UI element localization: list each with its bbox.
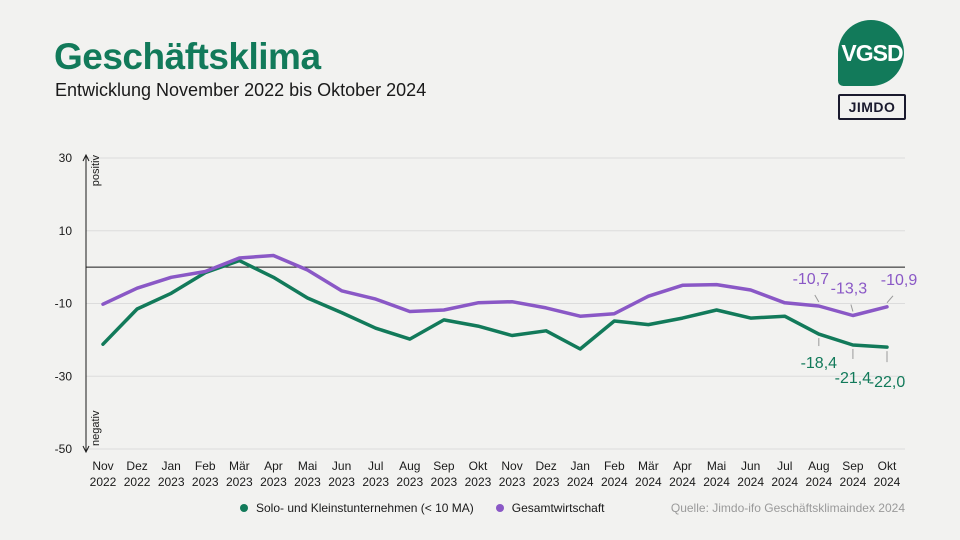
vgsd-logo-text: VGSD (841, 40, 903, 66)
series-line-gesamt (101, 253, 889, 318)
jimdo-logo: JIMDO (838, 94, 906, 120)
x-tick-year: 2022 (124, 475, 151, 489)
y-tick-label: 30 (59, 151, 73, 165)
y-axis-arrow-up (82, 153, 90, 162)
x-tick-month: Aug (808, 459, 829, 473)
legend-item-gesamt: Gesamtwirtschaft (495, 501, 605, 515)
x-tick-month: Jan (571, 459, 590, 473)
chart-subtitle: Entwicklung November 2022 bis Oktober 20… (55, 80, 427, 100)
x-tick-month: Apr (264, 459, 283, 473)
x-tick-month: Nov (501, 459, 522, 473)
legend-label-gesamt: Gesamtwirtschaft (511, 501, 605, 515)
x-tick-month: Jun (332, 459, 351, 473)
x-tick-year: 2024 (737, 475, 764, 489)
legend-label-solo: Solo- und Kleinstunternehmen (< 10 MA) (256, 501, 474, 515)
x-tick-month: Mai (298, 459, 317, 473)
x-tick-month: Jun (741, 459, 760, 473)
x-tick-year: 2023 (158, 475, 185, 489)
data-label-gesamt: -10,9 (881, 272, 918, 289)
data-label-leader (886, 295, 894, 304)
x-tick-year: 2023 (192, 475, 219, 489)
x-tick-month: Jul (777, 459, 792, 473)
x-tick-month: Aug (399, 459, 420, 473)
x-tick-year: 2024 (771, 475, 798, 489)
y-tick-label: -50 (55, 442, 73, 456)
vgsd-logo: VGSD (838, 20, 906, 88)
data-label-gesamt: -13,3 (831, 281, 868, 298)
x-tick-year: 2023 (260, 475, 287, 489)
x-tick-year: 2024 (703, 475, 730, 489)
x-tick-year: 2024 (601, 475, 628, 489)
y-axis-positive-label: positiv (90, 155, 102, 187)
x-tick-month: Okt (878, 459, 897, 473)
x-tick-month: Jan (161, 459, 180, 473)
y-axis-negative-label: negativ (90, 410, 102, 446)
x-tick-month: Dez (535, 459, 556, 473)
x-tick-year: 2023 (465, 475, 492, 489)
chart-title: Geschäftsklima (54, 36, 321, 77)
x-tick-month: Mär (638, 459, 659, 473)
x-tick-year: 2023 (294, 475, 321, 489)
data-label-solo: -22,0 (869, 374, 906, 391)
y-tick-label: 10 (59, 224, 73, 238)
chart-legend: Solo- und Kleinstunternehmen (< 10 MA) G… (240, 501, 605, 515)
x-tick-year: 2022 (90, 475, 117, 489)
x-tick-month: Apr (673, 459, 692, 473)
x-tick-month: Feb (604, 459, 625, 473)
x-tick-year: 2023 (396, 475, 423, 489)
data-label-gesamt: -10,7 (793, 271, 830, 288)
data-label-leader (814, 294, 820, 303)
x-tick-year: 2023 (362, 475, 389, 489)
x-tick-month: Mai (707, 459, 726, 473)
x-tick-month: Mär (229, 459, 250, 473)
data-label-leader (850, 304, 854, 312)
x-tick-month: Sep (842, 459, 864, 473)
x-tick-year: 2024 (567, 475, 594, 489)
x-tick-month: Sep (433, 459, 455, 473)
x-tick-month: Feb (195, 459, 216, 473)
x-tick-year: 2023 (328, 475, 355, 489)
y-axis-arrow-down (82, 445, 90, 454)
x-tick-month: Dez (126, 459, 147, 473)
x-tick-month: Nov (92, 459, 113, 473)
x-tick-year: 2024 (805, 475, 832, 489)
data-label-solo: -21,4 (835, 370, 872, 387)
data-label-solo: -18,4 (801, 355, 838, 372)
legend-item-solo: Solo- und Kleinstunternehmen (< 10 MA) (240, 501, 474, 515)
x-tick-year: 2024 (874, 475, 901, 489)
y-tick-label: -30 (55, 369, 73, 383)
x-tick-year: 2024 (669, 475, 696, 489)
x-tick-year: 2023 (499, 475, 526, 489)
x-tick-year: 2023 (226, 475, 253, 489)
y-tick-label: -10 (55, 297, 73, 311)
x-tick-year: 2023 (533, 475, 560, 489)
source-note: Quelle: Jimdo-ifo Geschäftsklimaindex 20… (670, 501, 905, 515)
x-tick-year: 2024 (840, 475, 867, 489)
x-tick-year: 2023 (431, 475, 458, 489)
legend-marker-solo (240, 504, 248, 512)
x-tick-month: Jul (368, 459, 383, 473)
vgsd-logo-shape (838, 20, 904, 86)
legend-marker-gesamt (495, 504, 504, 512)
x-tick-year: 2024 (635, 475, 662, 489)
series-line-solo (101, 258, 889, 351)
x-tick-month: Okt (469, 459, 488, 473)
